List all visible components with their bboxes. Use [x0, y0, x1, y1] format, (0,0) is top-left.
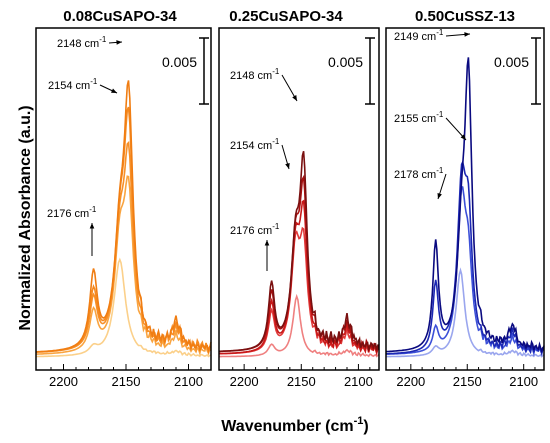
x-axis-title-main: Wavenumber — [221, 418, 321, 435]
peak-label-text: 2148 cm — [230, 70, 272, 82]
peak-label-text: 2148 cm — [57, 38, 99, 50]
x-tick-label: 2200 — [230, 374, 259, 389]
x-ticks: 2200 2150 2100 — [230, 364, 373, 389]
scale-bar-label: 0.005 — [494, 54, 529, 70]
y-axis-title: Normalized Absorbance (a.u.) — [17, 105, 34, 330]
peak-label-text: 2176 cm — [47, 208, 89, 220]
peak-label-sup: -1 — [436, 110, 444, 119]
scale-bar: 0.005 — [328, 37, 375, 105]
peak-label-0: 2148 cm-1 — [230, 67, 280, 82]
x-tick-label: 2150 — [287, 374, 316, 389]
peak-label-text: 2154 cm — [48, 80, 90, 92]
peak-label-text: 2154 cm — [230, 140, 272, 152]
peak-label-sup: -1 — [90, 77, 98, 86]
peak-label-sup: -1 — [436, 166, 444, 175]
peak-label-sup: -1 — [89, 205, 97, 214]
peak-arrow-head — [116, 40, 122, 45]
x-ticks: 2200 2150 2100 — [49, 364, 203, 389]
peak-label-sup: -1 — [272, 222, 280, 231]
scale-bar-label: 0.005 — [162, 54, 197, 70]
x-axis-title-unit: (cm — [325, 418, 353, 435]
x-tick-label: 2200 — [396, 374, 425, 389]
peak-arrow-head — [111, 88, 117, 93]
peak-label-text: 2155 cm — [394, 113, 436, 125]
peak-label-sup: -1 — [272, 67, 280, 76]
spectrum-line-0 — [36, 257, 212, 358]
x-axis-title: Wavenumber (cm-1) — [221, 415, 368, 435]
peak-label-0: 2148 cm-1 — [57, 35, 107, 50]
peak-label-text: 2149 cm — [394, 31, 436, 43]
spectrum-line-2 — [385, 159, 545, 356]
peak-label-1: 2154 cm-1 — [48, 77, 98, 92]
peak-label-1: 2155 cm-1 — [394, 110, 444, 125]
spectra-lines — [385, 57, 545, 358]
peak-arrow-head — [292, 95, 297, 101]
panel-title: 0.08CuSAPO-34 — [63, 8, 177, 25]
panel-title: 0.25CuSAPO-34 — [229, 8, 343, 25]
peak-arrow-head — [460, 134, 466, 140]
peak-arrow-head — [89, 223, 95, 229]
x-tick-label: 2100 — [344, 374, 373, 389]
peak-label-2: 2176 cm-1 — [230, 222, 280, 237]
peak-arrow-head — [437, 193, 442, 199]
spectrum-line-0 — [219, 293, 380, 358]
x-tick-label: 2150 — [453, 374, 482, 389]
peak-label-sup: -1 — [272, 137, 280, 146]
spectrum-line-4 — [35, 80, 212, 354]
x-axis-title-sup: -1 — [354, 415, 364, 427]
spectrum-line-1 — [36, 175, 212, 356]
peak-label-2: 2178 cm-1 — [394, 166, 444, 181]
spectra-lines — [35, 80, 212, 358]
panel-title: 0.50CuSSZ-13 — [415, 8, 515, 25]
plot-frame — [385, 27, 545, 371]
scale-bar: 0.005 — [494, 37, 541, 105]
spectrum-line-1 — [385, 185, 545, 357]
spectrum-line-0 — [386, 267, 545, 358]
x-ticks: 2200 2150 2100 — [396, 364, 538, 389]
x-axis-title-close: ) — [363, 418, 368, 435]
x-tick-label: 2200 — [49, 374, 78, 389]
spectra-lines — [218, 150, 380, 358]
peak-label-2: 2176 cm-1 — [47, 205, 97, 220]
spectrum-line-2 — [36, 140, 212, 355]
scale-bar: 0.005 — [162, 37, 209, 105]
spectrum-line-3 — [385, 57, 545, 354]
peak-arrow-head — [264, 240, 270, 246]
peak-arrow-head — [464, 32, 470, 37]
x-tick-label: 2150 — [112, 374, 141, 389]
peak-label-text: 2178 cm — [394, 169, 436, 181]
scale-bar-label: 0.005 — [328, 54, 363, 70]
x-tick-label: 2100 — [174, 374, 203, 389]
peak-label-0: 2149 cm-1 — [394, 28, 444, 43]
plot-frame — [35, 27, 212, 371]
x-tick-label: 2100 — [509, 374, 538, 389]
peak-label-1: 2154 cm-1 — [230, 137, 280, 152]
spectrum-line-4 — [219, 150, 380, 353]
spectrum-line-1 — [218, 226, 380, 356]
peak-label-sup: -1 — [436, 28, 444, 37]
spectrum-line-2 — [219, 199, 380, 356]
peak-arrow-head — [285, 163, 290, 169]
peak-label-sup: -1 — [99, 35, 107, 44]
peak-label-text: 2176 cm — [230, 225, 272, 237]
plot-frame — [218, 27, 380, 371]
